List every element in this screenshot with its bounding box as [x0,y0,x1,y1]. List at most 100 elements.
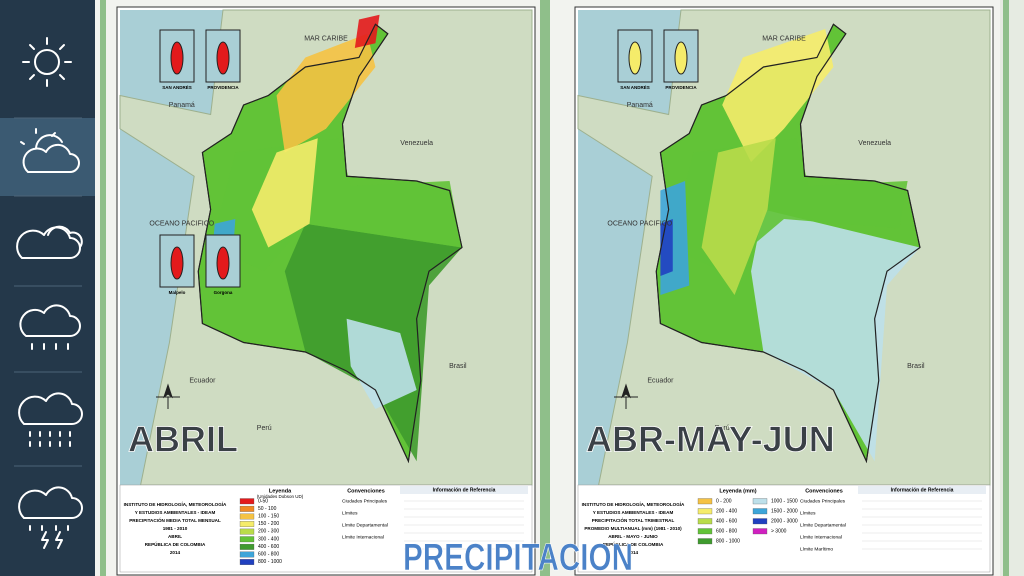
inset-island [216,41,230,75]
legend-swatch [239,559,255,565]
inset-label: Gorgona [214,290,233,295]
map-label: ABRIL [128,419,238,460]
title-line: INSTITUTO DE HIDROLOGÍA, METEOROLOGÍA [124,500,227,507]
legend-swatch [752,528,768,535]
legend-swatch [697,508,713,515]
legend-label: 400 - 600 [258,544,279,550]
inset-island [170,246,184,280]
convention-label: Ciudades Principales [800,498,846,504]
legend-label: 200 - 300 [258,529,279,535]
conventions-title: Convenciones [805,488,843,494]
place-label: Panamá [627,102,653,109]
legend-swatch [697,498,713,505]
legend-swatch [752,518,768,525]
place-label: Panamá [169,102,195,109]
footer-title: PRECIPITACION [403,537,633,576]
precip-region [354,14,380,48]
legend-swatch [239,505,255,512]
inset-island [674,41,688,75]
inset-label: SAN ANDRÉS [620,83,650,90]
stripe [540,0,550,576]
title-line: ABRIL - MAYO - JUNIO [608,534,658,539]
reference-title: Información de Referencia [891,487,954,493]
legend-label: 800 - 1000 [258,559,282,565]
title-line: 2014 [628,550,639,555]
title-line: PRECIPITACIÓN MEDIA TOTAL MENSUAL [129,516,221,523]
place-label: OCEANO PACIFICO [149,221,214,228]
title-line: PROMEDIO MULTIANUAL (mm) (1981 - 2010) [584,526,682,531]
sidebar [0,0,95,576]
title-line: REPÚBLICA DE COLOMBIA [603,541,664,547]
legend-swatch [697,538,713,545]
icon-sun[interactable] [22,37,72,87]
sidebar-selected[interactable] [0,118,95,196]
legend-label: 2000 - 3000 [771,518,798,524]
legend-swatch [239,551,255,558]
legend-label: > 3000 [771,528,787,534]
title-line: ABRIL [168,534,182,539]
title-line: 2014 [170,550,181,555]
map-panel: MAR CARIBE Panamá Venezuela OCEANO PACIFICO… [116,6,536,576]
place-label: MAR CARIBE [762,35,806,42]
legend-label: 600 - 800 [258,552,279,558]
convention-label: Límite Internacional [342,534,384,540]
convention-label: Límite Departamental [342,522,388,528]
precip-region [701,138,776,295]
legend-label: 800 - 1000 [716,538,740,544]
inset-island [216,246,230,280]
convention-label: Límite Departamental [800,522,846,528]
place-label: Perú [257,425,272,432]
place-label: Perú [715,425,730,432]
title-line: Y ESTUDIOS AMBIENTALES - IDEAM [593,510,674,515]
inset-label: Malpelo [169,290,186,295]
title-line: Y ESTUDIOS AMBIENTALES - IDEAM [135,510,216,515]
legend-label: 150 - 200 [258,521,279,527]
legend-swatch [239,498,255,505]
precip-region [251,138,318,248]
sidebar-bg [0,0,95,576]
legend-title: Leyenda (mm) [719,488,756,494]
legend-swatch [752,508,768,515]
legend-swatch [239,536,255,543]
icon-storm[interactable] [18,486,83,549]
legend-title: Leyenda [269,488,292,494]
legend-label: 300 - 400 [258,536,279,542]
legend-swatch [239,521,255,527]
inset-label: PROVIDENCIA [665,85,697,90]
icon-light-rain[interactable] [19,304,81,350]
icon-partly-cloudy[interactable] [20,128,80,173]
legend-label: 200 - 400 [716,508,737,514]
legend-label: 50 - 100 [258,506,277,512]
maps: MAR CARIBE Panamá Venezuela OCEANO PACIFICO… [116,6,994,576]
legend-label: 400 - 600 [716,518,737,524]
reference-header [858,486,986,494]
convention-label: Ciudades Principales [342,498,388,504]
icon-cloudy[interactable] [16,225,83,259]
stripe [100,0,106,576]
place-label: Venezuela [858,140,891,147]
inset-island [628,41,642,75]
legend-label: 0-50 [258,498,268,504]
icon-heavy-rain[interactable] [18,392,83,447]
place-label: Venezuela [400,140,433,147]
legend-subtitle: (Unidades Dobson UD) [257,494,304,499]
reference-header [400,486,528,494]
place-label: MAR CARIBE [304,35,348,42]
convention-label: Límites [800,510,816,516]
legend-label: 0 - 200 [716,498,732,504]
north-arrow [156,383,180,409]
legend-swatch [239,513,255,520]
legend-swatch [239,528,255,535]
convention-label: Límites [342,510,358,516]
north-arrow [614,383,638,409]
place-label: Brasil [907,363,925,370]
place-label: Brasil [449,363,467,370]
country-outline [197,23,463,464]
map-label: ABR-MAY-JUN [586,419,835,460]
legend-panel [577,484,991,573]
legend-swatch [239,543,255,550]
conventions-title: Convenciones [347,488,385,494]
inset-label: PROVIDENCIA [207,85,239,90]
legend-label: 1500 - 2000 [771,508,798,514]
